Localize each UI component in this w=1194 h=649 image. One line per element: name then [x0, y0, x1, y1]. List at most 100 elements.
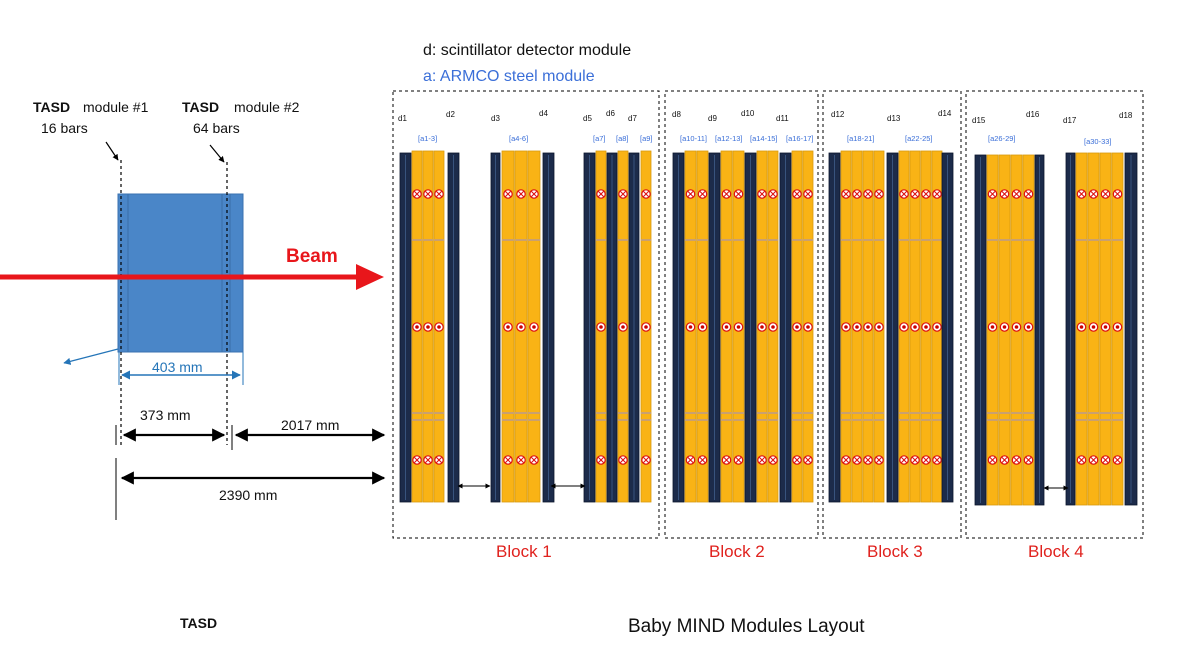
cross-mark: [598, 191, 604, 197]
dot-mark: [644, 325, 648, 329]
dot-mark: [415, 325, 419, 329]
cross-mark: [876, 457, 882, 463]
cross-mark: [1090, 191, 1097, 197]
dot-mark: [760, 325, 764, 329]
cross-mark: [876, 191, 882, 197]
cross-mark: [923, 457, 929, 463]
cross-mark: [598, 457, 604, 463]
cross-mark: [1013, 191, 1020, 197]
cross-mark: [531, 457, 537, 463]
beam-arrowhead: [356, 264, 384, 290]
steel-label: [a22-25]: [905, 134, 933, 143]
diagram-title: Baby MIND Modules Layout: [628, 616, 865, 637]
steel-label: [a12-13]: [715, 134, 743, 143]
cross-mark: [934, 191, 940, 197]
cross-mark: [687, 191, 694, 197]
module-stack: [399, 150, 1138, 506]
cross-mark: [843, 191, 849, 197]
det-label: d17: [1063, 116, 1077, 125]
cross-mark: [934, 457, 940, 463]
beam-label: Beam: [286, 246, 338, 267]
dot-mark: [700, 325, 705, 329]
dot-mark: [724, 325, 729, 329]
cross-mark: [901, 457, 907, 463]
cross-mark: [794, 191, 800, 197]
dot-mark: [736, 325, 741, 329]
block-2-label: Block 2: [709, 542, 765, 561]
cross-mark: [1025, 191, 1032, 197]
dim-to-babymind: 2017 mm: [281, 417, 339, 433]
cross-mark: [414, 457, 420, 463]
tasd2-tag: TASD: [182, 99, 219, 115]
cross-mark: [723, 191, 730, 197]
cross-mark: [1025, 457, 1032, 463]
cross-mark: [770, 191, 776, 197]
dot-mark: [1014, 325, 1019, 329]
det-label: d11: [776, 114, 789, 123]
dot-mark: [1002, 325, 1007, 329]
cross-mark: [699, 191, 706, 197]
det-label: d7: [628, 114, 637, 123]
cross-mark: [794, 457, 800, 463]
block-3-frame: [822, 90, 962, 539]
det-label: d13: [887, 114, 901, 123]
dot-mark: [795, 325, 799, 329]
steel-label: [a9]: [640, 134, 653, 143]
cross-mark: [923, 191, 929, 197]
det-label: d10: [741, 109, 755, 118]
det-label: d16: [1026, 110, 1040, 119]
cross-mark: [1078, 457, 1085, 463]
det-label: d9: [708, 114, 717, 123]
dot-mark: [902, 325, 906, 329]
det-label: d4: [539, 109, 548, 118]
dot-mark: [621, 325, 625, 329]
cross-mark: [912, 191, 918, 197]
cross-mark: [805, 457, 811, 463]
steel-label: [a26-29]: [988, 134, 1016, 143]
block-3-label: Block 3: [867, 542, 923, 561]
cross-mark: [687, 457, 694, 463]
det-label: d18: [1119, 111, 1133, 120]
det-label: d8: [672, 110, 681, 119]
cross-mark: [1090, 457, 1097, 463]
cross-mark: [1114, 191, 1121, 197]
cross-mark: [759, 191, 765, 197]
cross-mark: [735, 191, 742, 197]
cross-mark: [505, 457, 511, 463]
cross-mark: [1001, 457, 1008, 463]
cross-mark: [989, 191, 996, 197]
cross-mark: [723, 457, 730, 463]
cross-mark: [989, 457, 996, 463]
cross-mark: [854, 191, 860, 197]
steel-label: [a1-3]: [418, 134, 437, 143]
steel-label: [a30-33]: [1084, 137, 1112, 146]
cross-mark: [436, 457, 442, 463]
cross-mark: [1114, 457, 1121, 463]
tasd-box: [117, 193, 244, 353]
det-label: d1: [398, 114, 407, 123]
dot-mark: [1103, 325, 1108, 329]
block-4-label: Block 4: [1028, 542, 1084, 561]
tasd2-pointer: [209, 144, 225, 163]
dot-mark: [1115, 325, 1120, 329]
cross-mark: [865, 191, 871, 197]
steel-label: [a7]: [593, 134, 606, 143]
dot-mark: [599, 325, 603, 329]
steel-label: [a4-6]: [509, 134, 528, 143]
det-label: d15: [972, 116, 986, 125]
cross-mark: [1102, 457, 1109, 463]
cross-mark: [425, 191, 431, 197]
tasd-side-arrow: [63, 348, 119, 365]
dim-width: 403 mm: [152, 359, 203, 375]
cross-mark: [843, 457, 849, 463]
cross-mark: [620, 191, 626, 197]
dot-mark: [532, 325, 536, 329]
tasd-footer: TASD: [180, 615, 217, 631]
cross-mark: [735, 457, 742, 463]
dot-mark: [844, 325, 848, 329]
cross-mark: [620, 457, 626, 463]
det-label: d5: [583, 114, 592, 123]
dot-mark: [771, 325, 775, 329]
tasd1-pointer: [105, 141, 119, 161]
